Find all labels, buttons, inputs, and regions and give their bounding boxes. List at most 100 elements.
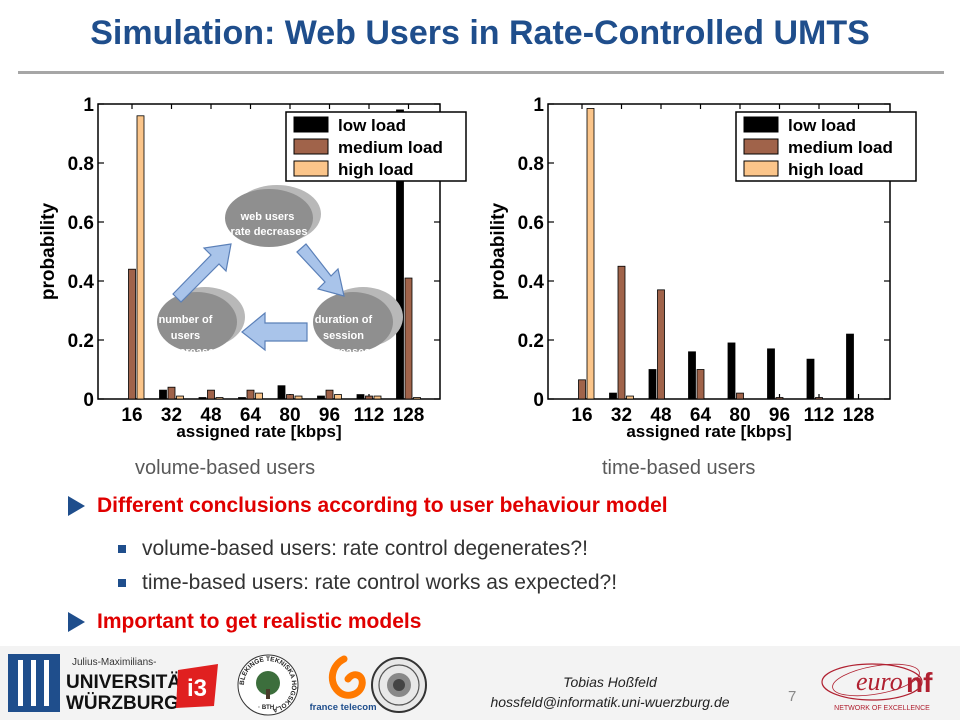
x-tick-label: 80 [279,405,300,426]
uni-wuerzburg-logo: Julius-Maximilians- UNIVERSITÄT WÜRZBURG [8,654,181,714]
x-tick-label: 64 [240,405,262,426]
cycle-arrow-down-icon [296,243,345,297]
euronf-sub-text: NETWORK OF EXCELLENCE [834,705,930,712]
y-tick-label: 0.8 [518,154,544,175]
legend-swatch [293,116,329,133]
bar [128,268,136,400]
legend-swatch [743,138,779,155]
x-tick-label: 80 [729,405,750,426]
cycle-left-line1: number of [159,314,213,326]
bar [176,395,184,400]
bar [578,379,586,400]
bar [767,348,775,400]
bar [159,389,167,400]
y-axis-label: probability [488,203,509,301]
square-bullet-icon [118,545,126,553]
author-email: hossfeld@informatik.uni-wuerzburg.de [490,694,730,710]
x-tick-label: 32 [611,405,632,426]
y-tick-label: 0.4 [518,272,545,293]
feedback-cycle-diagram: web users rate decreases number of users… [157,185,403,358]
bar [688,351,696,400]
i3-text: i3 [187,675,207,702]
bar [404,277,413,400]
bar [648,369,657,400]
bar [373,395,382,400]
bar [806,358,815,400]
footer-author: Tobias Hoßfeld hossfeld@informatik.uni-w… [450,672,770,712]
arrow-bullet-icon [68,612,85,632]
sub-bullet-volume: volume-based users: rate control degener… [118,537,588,561]
x-tick-label: 48 [200,405,221,426]
bar [277,385,286,400]
cycle-arrow-left-icon [241,311,308,352]
bar [815,397,823,400]
bar [626,395,634,400]
x-tick-label: 128 [843,405,875,426]
y-tick-label: 0.8 [68,154,94,175]
bar [365,395,373,400]
france-telecom-logo: france telecom [310,655,376,713]
arrow-bullet-icon [68,496,85,516]
euronf-nf-text: nf [906,667,933,698]
bar [356,394,365,400]
x-tick-label: 16 [571,405,592,426]
legend-label: low load [788,116,856,135]
bullet-realistic-text: Important to get realistic models [97,610,422,633]
y-tick-label: 0 [533,390,544,411]
x-tick-label: 96 [319,405,340,426]
caption-time-based: time-based users [602,457,756,479]
legend-label: high load [788,160,864,179]
y-axis-label: probability [38,203,59,301]
bar [325,389,334,400]
author-name: Tobias Hoßfeld [563,674,657,690]
cycle-node-left: number of users increases [157,287,245,358]
bullet-realistic-models: Important to get realistic models [68,610,421,634]
y-tick-label: 1 [83,95,94,116]
x-tick-label: 112 [804,405,835,426]
cycle-top-line2: rate decreases [230,226,307,238]
x-tick-label: 128 [393,405,425,426]
x-tick-label: 32 [161,405,182,426]
bar [586,108,595,400]
x-axis-label: assigned rate [kbps] [176,422,341,441]
bar [215,397,224,400]
svg-text:web users rate decreases: web users rate decreases [230,211,307,238]
bar [238,397,246,400]
y-tick-label: 0.2 [518,331,544,352]
x-tick-label: 16 [121,405,142,426]
bar [413,397,421,400]
bar [294,395,303,400]
sub-bullet-time-text: time-based users: rate control works as … [142,571,618,594]
bar [207,389,215,400]
square-bullet-icon [118,579,126,587]
bar [775,397,784,400]
x-tick-label: 64 [690,405,712,426]
y-tick-label: 1 [533,95,544,116]
bth-short-text: · BTH · [258,705,278,711]
caption-volume-based: volume-based users [135,457,316,479]
bar [846,333,854,400]
bar [396,109,404,400]
bar [198,397,207,400]
cycle-left-line2: users [171,330,200,342]
bar [317,395,325,400]
y-tick-label: 0 [83,390,94,411]
bar [736,392,744,400]
svg-text:number of users in: number of users increases [159,314,221,358]
x-tick-label: 48 [650,405,671,426]
bar [727,342,736,400]
cycle-arrow-up-icon [172,243,232,303]
cycle-right-line2: session [323,330,364,342]
uni-line1: UNIVERSITÄT [66,672,181,693]
bar [246,389,255,400]
legend-label: high load [338,160,414,179]
euronf-logo: euro nf NETWORK OF EXCELLENCE [821,663,933,712]
bar [334,394,342,400]
bth-logo: BLEKINGE TEKNISKA HÖGSKOLA · BTH · [237,654,299,716]
ft-text: france telecom [310,702,376,713]
title-divider [18,71,944,74]
footer [0,646,960,720]
bar [609,392,617,400]
slide-title: Simulation: Web Users in Rate-Controlled… [90,14,870,52]
cycle-right-line3: increases [320,346,371,358]
